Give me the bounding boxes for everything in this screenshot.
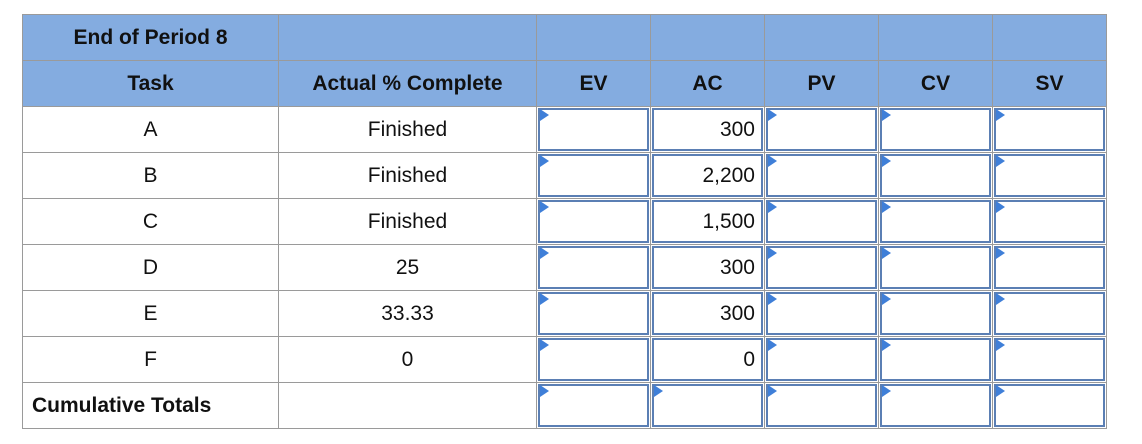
input-cell[interactable]: 1,500 — [652, 200, 763, 243]
input-marker — [882, 109, 891, 121]
input-marker — [882, 247, 891, 259]
header-blank — [536, 14, 651, 61]
input-cell[interactable] — [880, 384, 991, 427]
input-marker — [768, 385, 777, 397]
header-blank — [878, 14, 993, 61]
input-marker — [882, 339, 891, 351]
input-marker — [882, 293, 891, 305]
totals-label: Cumulative Totals — [22, 382, 279, 429]
input-cell[interactable] — [538, 108, 649, 151]
input-cell[interactable] — [880, 200, 991, 243]
actual-complete: 0 — [278, 336, 537, 383]
input-cell[interactable] — [766, 246, 877, 289]
input-cell[interactable] — [766, 292, 877, 335]
input-marker — [882, 201, 891, 213]
input-marker — [540, 201, 549, 213]
header-blank — [278, 14, 537, 61]
column-header: EV — [536, 60, 651, 107]
input-cell[interactable]: 2,200 — [652, 154, 763, 197]
input-marker — [768, 109, 777, 121]
input-marker — [882, 155, 891, 167]
input-marker — [996, 339, 1005, 351]
input-cell[interactable] — [994, 108, 1105, 151]
input-cell[interactable] — [652, 384, 763, 427]
column-header: CV — [878, 60, 993, 107]
column-header: AC — [650, 60, 765, 107]
input-marker — [996, 201, 1005, 213]
input-cell[interactable] — [766, 384, 877, 427]
input-marker — [654, 385, 663, 397]
input-cell[interactable] — [994, 292, 1105, 335]
input-cell[interactable] — [994, 246, 1105, 289]
input-marker — [768, 201, 777, 213]
task-name: D — [22, 244, 279, 291]
column-header: SV — [992, 60, 1107, 107]
cell-frame — [992, 382, 1107, 429]
input-cell[interactable] — [766, 338, 877, 381]
input-marker — [540, 293, 549, 305]
task-name: E — [22, 290, 279, 337]
input-cell[interactable]: 0 — [652, 338, 763, 381]
column-header: Task — [22, 60, 279, 107]
input-cell[interactable] — [994, 384, 1105, 427]
column-header: Actual % Complete — [278, 60, 537, 107]
input-cell[interactable] — [880, 154, 991, 197]
input-cell[interactable] — [994, 200, 1105, 243]
input-cell[interactable] — [538, 154, 649, 197]
actual-complete: Finished — [278, 106, 537, 153]
column-header: PV — [764, 60, 879, 107]
input-cell[interactable] — [994, 338, 1105, 381]
header-blank — [992, 14, 1107, 61]
input-cell[interactable] — [538, 384, 649, 427]
input-cell[interactable] — [538, 200, 649, 243]
input-marker — [768, 339, 777, 351]
totals-blank — [278, 382, 537, 429]
input-marker — [996, 247, 1005, 259]
input-marker — [540, 385, 549, 397]
task-name: A — [22, 106, 279, 153]
input-marker — [996, 293, 1005, 305]
task-name: F — [22, 336, 279, 383]
input-marker — [996, 385, 1005, 397]
input-cell[interactable] — [538, 246, 649, 289]
input-marker — [882, 385, 891, 397]
input-cell[interactable] — [994, 154, 1105, 197]
input-cell[interactable]: 300 — [652, 246, 763, 289]
input-marker — [996, 109, 1005, 121]
actual-complete: 25 — [278, 244, 537, 291]
actual-complete: Finished — [278, 198, 537, 245]
input-cell[interactable] — [538, 338, 649, 381]
input-cell[interactable] — [538, 292, 649, 335]
input-cell[interactable] — [880, 338, 991, 381]
input-marker — [768, 293, 777, 305]
header-blank — [650, 14, 765, 61]
header-blank — [764, 14, 879, 61]
input-cell[interactable] — [880, 292, 991, 335]
actual-complete: 33.33 — [278, 290, 537, 337]
input-cell[interactable] — [766, 108, 877, 151]
input-marker — [540, 155, 549, 167]
input-marker — [768, 155, 777, 167]
input-cell[interactable]: 300 — [652, 292, 763, 335]
input-cell[interactable] — [880, 246, 991, 289]
input-marker — [768, 247, 777, 259]
task-name: C — [22, 198, 279, 245]
input-marker — [540, 247, 549, 259]
input-marker — [540, 109, 549, 121]
task-name: B — [22, 152, 279, 199]
period-title: End of Period 8 — [22, 14, 279, 61]
input-cell[interactable]: 300 — [652, 108, 763, 151]
input-cell[interactable] — [766, 200, 877, 243]
input-marker — [996, 155, 1005, 167]
input-cell[interactable] — [880, 108, 991, 151]
input-marker — [540, 339, 549, 351]
actual-complete: Finished — [278, 152, 537, 199]
input-cell[interactable] — [766, 154, 877, 197]
